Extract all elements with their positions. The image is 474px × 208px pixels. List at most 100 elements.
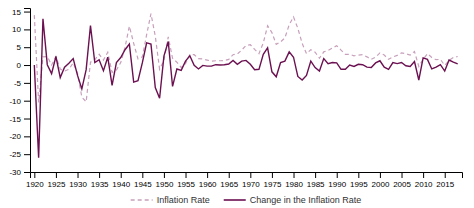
y-tick-mark	[24, 29, 30, 30]
legend-swatch	[224, 199, 246, 201]
x-tick-label: 1995	[350, 180, 368, 189]
y-tick-label: -15	[9, 115, 21, 124]
y-tick-label: -30	[9, 168, 21, 177]
x-tick-mark	[186, 172, 187, 178]
y-tick: -15	[9, 115, 30, 124]
y-tick-mark	[24, 136, 30, 137]
x-tick-label: 1980	[285, 180, 303, 189]
x-tick: 1950	[156, 172, 174, 189]
x-tick-mark	[99, 172, 100, 178]
series-line	[34, 14, 457, 103]
x-tick: 1965	[220, 172, 238, 189]
y-tick-mark	[24, 65, 30, 66]
x-tick-label: 1970	[242, 180, 260, 189]
x-tick-label: 1920	[26, 180, 44, 189]
y-tick-label: -10	[9, 97, 21, 106]
x-tick-label: 1985	[307, 180, 325, 189]
x-tick-mark	[250, 172, 251, 178]
x-tick: 2010	[415, 172, 433, 189]
y-tick-mark	[24, 83, 30, 84]
y-tick: 10	[12, 25, 30, 34]
lines	[34, 14, 457, 158]
x-tick: 1955	[177, 172, 195, 189]
chart: 1920 19251930 19351940 1945 19501955 19601965…	[0, 0, 474, 208]
x-axis-line	[31, 173, 463, 179]
legend-item: Change in the Inflation Rate	[224, 195, 362, 205]
x-tick-mark	[121, 172, 122, 178]
y-tick: -30	[9, 168, 30, 177]
x-tick: 1940	[112, 172, 130, 189]
x-tick-mark	[78, 172, 79, 178]
x-tick-label: 2000	[372, 180, 390, 189]
x-tick-mark	[164, 172, 165, 178]
y-tick-mark	[24, 47, 30, 48]
series-line	[34, 19, 457, 158]
x-tick-mark	[423, 172, 424, 178]
x-tick-label: 1940	[112, 180, 130, 189]
x-tick-label: 1955	[177, 180, 195, 189]
legend-item: Inflation Rate	[131, 195, 210, 205]
x-tick: 1920	[26, 172, 44, 189]
legend: Inflation Rate Change in the Inflation Ra…	[131, 195, 362, 205]
x-tick-label: 2010	[415, 180, 433, 189]
x-tick-mark	[337, 172, 338, 178]
y-tick-label: 10	[12, 25, 21, 34]
y-tick: -5	[14, 79, 30, 88]
y-tick-mark	[24, 172, 30, 173]
x-tick: 1960	[199, 172, 217, 189]
legend-label: Change in the Inflation Rate	[250, 195, 362, 205]
x-tick-label: 1930	[69, 180, 87, 189]
x-tick: 1930	[69, 172, 87, 189]
x-tick-label: 2005	[393, 180, 411, 189]
x-tick-mark	[380, 172, 381, 178]
x-tick: 1985	[307, 172, 325, 189]
x-tick: 2005	[393, 172, 411, 189]
x-tick-mark	[56, 172, 57, 178]
x-tick-mark	[34, 172, 35, 178]
x-tick-mark	[142, 172, 143, 178]
x-axis: 1920 19251930 19351940 1945 19501955 19601965…	[26, 172, 463, 189]
x-tick-label: 1950	[156, 180, 174, 189]
y-tick: -20	[9, 132, 30, 141]
x-tick-label: 1925	[48, 180, 66, 189]
y-tick: 0	[17, 61, 30, 70]
x-tick-mark	[402, 172, 403, 178]
y-tick-label: -5	[14, 79, 22, 88]
x-tick: 1945	[134, 172, 152, 189]
x-tick-label: 1935	[91, 180, 109, 189]
x-tick-mark	[315, 172, 316, 178]
x-tick: 1990	[328, 172, 346, 189]
y-tick: -25	[9, 150, 30, 159]
y-tick-mark	[24, 119, 30, 120]
legend-swatch	[131, 199, 153, 201]
y-tick-label: 0	[17, 61, 22, 70]
y-axis-line	[24, 9, 31, 173]
legend-label: Inflation Rate	[157, 195, 210, 205]
x-tick-label: 1960	[199, 180, 217, 189]
x-tick-mark	[445, 172, 446, 178]
plot: 1920 19251930 19351940 1945 19501955 19601965…	[9, 8, 462, 189]
y-tick-label: -20	[9, 132, 21, 141]
x-tick-label: 2015	[436, 180, 454, 189]
y-tick: 5	[17, 43, 30, 52]
x-tick: 1975	[264, 172, 282, 189]
x-tick-mark	[207, 172, 208, 178]
x-tick: 1995	[350, 172, 368, 189]
x-tick: 1970	[242, 172, 260, 189]
y-tick-mark	[24, 101, 30, 102]
x-tick-label: 1965	[220, 180, 238, 189]
y-tick-mark	[24, 154, 30, 155]
x-tick-mark	[358, 172, 359, 178]
x-tick-mark	[272, 172, 273, 178]
x-tick: 1925	[48, 172, 66, 189]
y-tick-label: 5	[17, 43, 22, 52]
x-tick-label: 1990	[328, 180, 346, 189]
x-tick: 1935	[91, 172, 109, 189]
y-tick: -10	[9, 97, 30, 106]
x-tick-label: 1975	[264, 180, 282, 189]
y-tick: 15	[12, 8, 30, 17]
x-tick: 2015	[436, 172, 454, 189]
x-tick-mark	[294, 172, 295, 178]
y-axis: -30 -25 -20 -15 -10 -5 0 5 10 15	[9, 8, 30, 177]
y-tick-mark	[24, 12, 30, 13]
